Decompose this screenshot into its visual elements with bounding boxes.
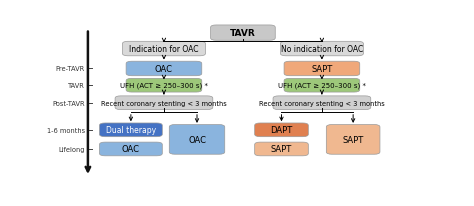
FancyBboxPatch shape	[255, 142, 308, 156]
Text: TAVR: TAVR	[68, 83, 85, 89]
FancyBboxPatch shape	[284, 62, 360, 76]
FancyBboxPatch shape	[100, 123, 162, 137]
Text: TAVR: TAVR	[230, 29, 256, 38]
Text: DAPT: DAPT	[270, 126, 292, 135]
FancyBboxPatch shape	[126, 62, 202, 76]
Text: SAPT: SAPT	[311, 65, 333, 74]
Text: SAPT: SAPT	[271, 145, 292, 154]
FancyBboxPatch shape	[115, 96, 213, 110]
FancyBboxPatch shape	[255, 123, 308, 137]
Text: UFH (ACT ≥ 250–300 s) *: UFH (ACT ≥ 250–300 s) *	[278, 83, 366, 89]
Text: Indication for OAC: Indication for OAC	[129, 45, 199, 54]
FancyBboxPatch shape	[281, 42, 364, 56]
Text: Post-TAVR: Post-TAVR	[52, 100, 85, 106]
FancyBboxPatch shape	[284, 79, 360, 93]
Text: OAC: OAC	[155, 65, 173, 74]
FancyBboxPatch shape	[210, 26, 275, 41]
FancyBboxPatch shape	[122, 42, 205, 56]
Text: No indication for OAC: No indication for OAC	[281, 45, 363, 54]
Text: Dual therapy: Dual therapy	[106, 126, 156, 135]
Text: Recent coronary stenting < 3 months: Recent coronary stenting < 3 months	[101, 100, 227, 106]
FancyBboxPatch shape	[326, 125, 380, 154]
Text: UFH (ACT ≥ 250–300 s) *: UFH (ACT ≥ 250–300 s) *	[120, 83, 208, 89]
Text: Pre-TAVR: Pre-TAVR	[56, 66, 85, 72]
FancyBboxPatch shape	[126, 79, 202, 93]
Text: Lifelong: Lifelong	[58, 146, 85, 152]
FancyBboxPatch shape	[100, 142, 162, 156]
Text: Recent coronary stenting < 3 months: Recent coronary stenting < 3 months	[259, 100, 385, 106]
Text: OAC: OAC	[122, 145, 140, 154]
FancyBboxPatch shape	[273, 96, 371, 110]
Text: OAC: OAC	[188, 135, 206, 144]
FancyBboxPatch shape	[169, 125, 225, 154]
Text: SAPT: SAPT	[343, 135, 364, 144]
Text: 1-6 months: 1-6 months	[47, 127, 85, 133]
